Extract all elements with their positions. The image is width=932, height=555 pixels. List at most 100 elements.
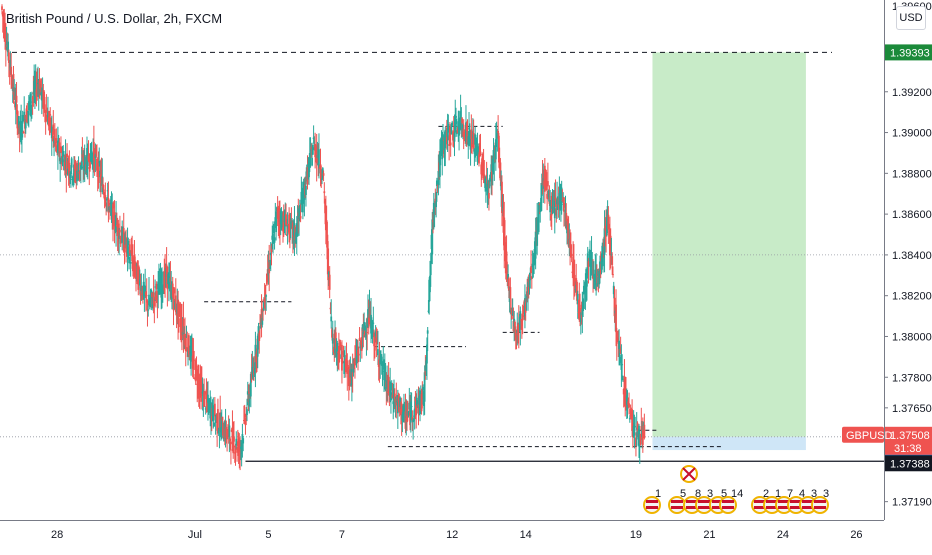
candle-body xyxy=(337,345,340,364)
candle-body xyxy=(540,197,542,208)
candle-body xyxy=(183,332,186,334)
candle-body xyxy=(397,396,400,402)
candle-body xyxy=(488,192,490,199)
last-price-tag: 1.37508 xyxy=(890,430,930,442)
candle-body xyxy=(607,214,610,230)
candle-body xyxy=(612,285,615,295)
candle-body xyxy=(354,352,357,356)
candle-body xyxy=(365,334,368,338)
candle-body xyxy=(243,419,245,421)
candle-body xyxy=(622,378,624,380)
candle-body xyxy=(566,218,569,230)
candle-body xyxy=(452,131,454,141)
candle-body xyxy=(253,368,256,373)
candle-body xyxy=(151,304,154,309)
candle-body xyxy=(181,318,183,336)
candle-body xyxy=(218,429,221,431)
candle-body xyxy=(538,204,541,206)
candle-body xyxy=(473,149,476,154)
candle-body xyxy=(213,403,216,417)
candle-body xyxy=(288,218,291,241)
candle-body xyxy=(528,278,531,287)
candle-body xyxy=(48,115,51,124)
candle-body xyxy=(621,364,624,366)
candle-body xyxy=(186,347,189,352)
candle-body xyxy=(108,206,111,211)
candle-body xyxy=(640,426,643,431)
candle-body xyxy=(628,403,630,408)
candle-body xyxy=(610,253,613,255)
candle-body xyxy=(570,253,573,257)
event-flag-stripe xyxy=(686,506,698,509)
candle-body xyxy=(643,424,646,439)
candle-body xyxy=(118,235,121,239)
candle-body xyxy=(266,273,268,285)
candle-body xyxy=(228,425,231,440)
candle-body xyxy=(550,215,552,220)
candle-body xyxy=(182,318,185,339)
candle-body xyxy=(296,222,299,237)
candle-body xyxy=(58,142,61,157)
candle-body xyxy=(573,274,576,288)
candle-body xyxy=(341,360,344,364)
y-tick-label: 1.38600 xyxy=(892,209,932,221)
countdown-label: 31:38 xyxy=(894,443,922,455)
candle-body xyxy=(437,170,440,186)
event-count-label: 14 xyxy=(731,488,743,500)
candle-body xyxy=(547,190,550,198)
candle-body xyxy=(338,357,341,360)
candle-body xyxy=(242,438,245,444)
candle-body xyxy=(4,22,6,41)
candle-body xyxy=(102,189,105,195)
candle-body xyxy=(550,195,553,216)
candle-body xyxy=(530,277,533,279)
candle-body xyxy=(55,138,58,143)
candle-body xyxy=(360,339,362,345)
candle-body xyxy=(187,335,190,355)
candle-body xyxy=(537,202,540,232)
candle-body xyxy=(591,269,594,274)
candle-body xyxy=(458,123,460,136)
candle-body xyxy=(553,198,556,219)
candle-body xyxy=(154,286,157,288)
candle-body xyxy=(60,146,62,153)
candle-body xyxy=(631,409,634,431)
candle-body xyxy=(329,307,332,310)
candle-body xyxy=(462,124,464,129)
candle-body xyxy=(358,338,361,340)
candle-body xyxy=(367,314,370,325)
candle-body xyxy=(151,292,153,298)
event-count-label: 3 xyxy=(811,488,817,500)
candle-body xyxy=(375,337,378,343)
candle-body xyxy=(269,253,272,256)
candle-body xyxy=(194,360,197,382)
candle-body xyxy=(112,204,114,230)
candle-body xyxy=(217,430,220,433)
candle-body xyxy=(148,294,150,306)
candle-body xyxy=(360,345,363,351)
candle-body xyxy=(409,401,412,423)
candle-body xyxy=(422,386,424,391)
candle-body xyxy=(140,285,143,291)
candle-body xyxy=(353,360,356,364)
candle-body xyxy=(23,111,26,122)
candle-body xyxy=(217,409,219,431)
candle-body xyxy=(131,250,134,262)
candle-body xyxy=(460,121,463,130)
candle-body xyxy=(107,198,110,213)
candle-body xyxy=(354,359,356,361)
candle-body xyxy=(127,240,130,246)
candle-body xyxy=(119,229,121,233)
candle-body xyxy=(45,110,48,112)
candle-body xyxy=(145,292,147,296)
y-tick-label: 1.38200 xyxy=(892,291,932,303)
event-flag-stripe xyxy=(646,500,658,503)
candle-body xyxy=(576,281,578,301)
candle-body xyxy=(72,175,75,180)
candle-body xyxy=(635,437,637,447)
candle-body xyxy=(390,393,392,397)
candle-body xyxy=(308,161,310,178)
currency-button[interactable]: USD xyxy=(896,6,926,30)
